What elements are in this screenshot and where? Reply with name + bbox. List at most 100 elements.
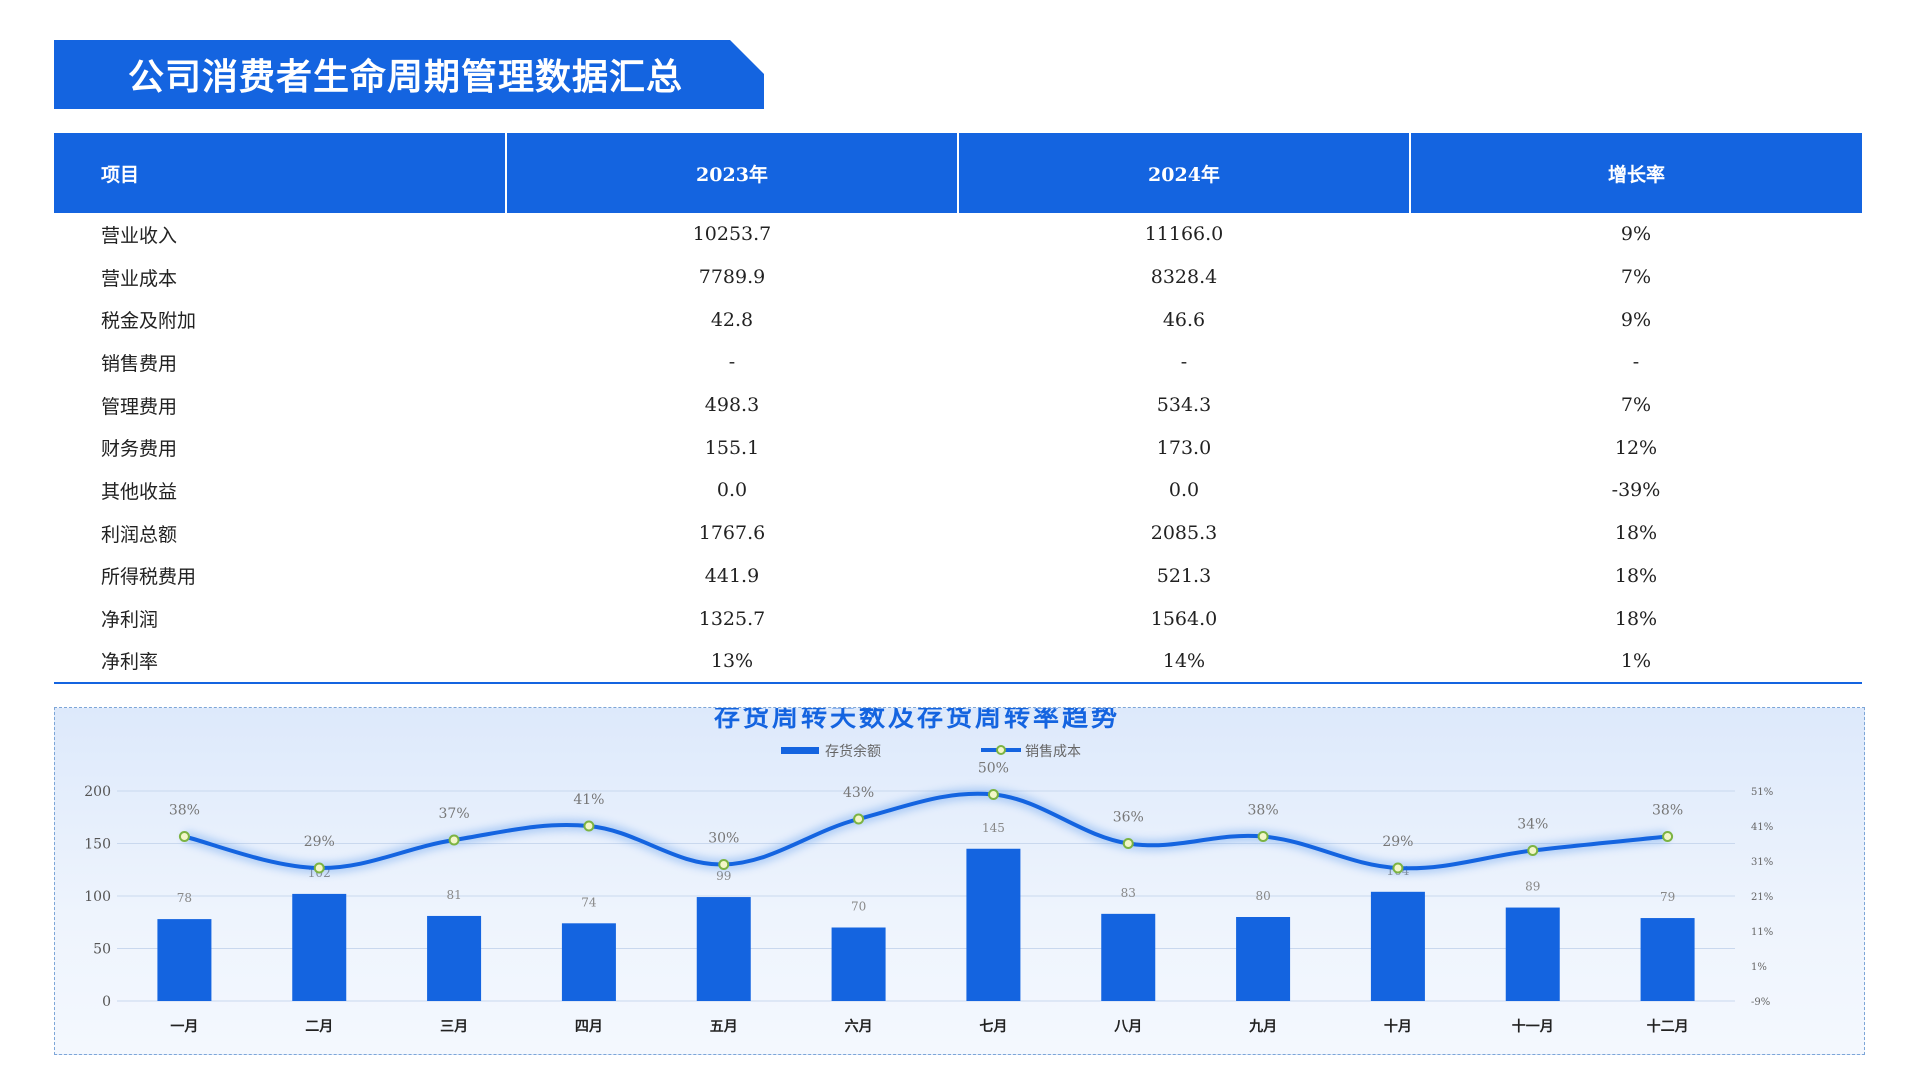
table-row: 其他收益 0.0 0.0 -39%: [54, 469, 1862, 512]
row-value: 46.6: [1162, 308, 1206, 331]
line-value-label: 37%: [439, 806, 470, 822]
bar: [966, 848, 1021, 1001]
right-tick-label: 51%: [1751, 787, 1773, 798]
legend-bar-label: 存货余额: [825, 743, 881, 760]
table-row: 财务费用 155.1 173.0 12%: [54, 426, 1862, 469]
header-2024: 2024年: [958, 133, 1411, 213]
axes: 0 50 100 150 200 -9% 1% 11% 21% 31% 41% 51%: [84, 784, 1773, 1010]
row-label: 财务费用: [101, 438, 178, 461]
category-label: 六月: [845, 1018, 873, 1035]
row-value: 9%: [1620, 223, 1652, 246]
line-value-label: 50%: [978, 761, 1009, 777]
legend-line-label: 销售成本: [1025, 744, 1081, 760]
page-title: 公司消费者生命周期管理数据汇总: [128, 56, 684, 98]
bar: [1101, 913, 1156, 1001]
row-value: 2085.3: [1150, 522, 1218, 545]
bar-series: 781028174997014583801048979: [157, 821, 1695, 1001]
line-value-label: 38%: [169, 803, 200, 819]
left-tick-label: 0: [102, 994, 111, 1010]
header-item: 项目: [54, 133, 507, 213]
row-value: 9%: [1620, 308, 1652, 331]
chart-title: 存货周转天数及存货周转率趋势: [714, 708, 1120, 733]
category-label: 十一月: [1512, 1018, 1554, 1035]
line-point: [583, 820, 595, 832]
line-point: [313, 862, 325, 874]
row-value: 173.0: [1156, 436, 1212, 459]
line-value-label: 29%: [304, 834, 335, 850]
bar-value-label: 99: [716, 869, 731, 883]
category-label: 四月: [575, 1019, 603, 1035]
category-label: 九月: [1248, 1019, 1277, 1035]
table-header-row: 项目 2023年 2024年 增长率: [54, 133, 1862, 213]
line-value-label: 38%: [1248, 803, 1279, 819]
row-label: 净利率: [101, 651, 159, 674]
bar-value-label: 78: [177, 891, 192, 905]
line-point: [1527, 845, 1539, 856]
right-tick-label: 21%: [1751, 892, 1773, 903]
line-point: [987, 789, 999, 800]
row-value: 12%: [1614, 436, 1658, 459]
row-label: 营业成本: [101, 267, 178, 290]
summary-table: 项目 2023年 2024年 增长率 营业收入 10253.7 11166.0 9% 营…: [54, 133, 1862, 684]
chart-panel: 存货周转天数及存货周转率趋势 存货余额 销售成本 0 50 100 150 200 -9% 1…: [54, 707, 1865, 1055]
line-value-label: 30%: [708, 831, 739, 847]
row-label: 利润总额: [101, 523, 178, 546]
row-value: 0.0: [716, 479, 748, 502]
row-label: 营业收入: [101, 224, 178, 247]
category-label: 一月: [170, 1019, 198, 1035]
line-value-label: 38%: [1652, 803, 1683, 819]
left-tick-label: 100: [84, 889, 111, 905]
bar: [1640, 918, 1695, 1001]
bar-value-label: 81: [446, 888, 461, 902]
bar-value-label: 70: [851, 900, 866, 914]
row-value: 155.1: [704, 436, 760, 459]
table-row: 税金及附加 42.8 46.6 9%: [54, 298, 1862, 341]
line-point: [1662, 831, 1674, 842]
line-series: 38% 29% 37% 41% 30% 43% 50% 36% 38% 29% 34% 38%: [169, 761, 1683, 875]
row-value: 534.3: [1156, 394, 1212, 417]
bar-value-label: 80: [1255, 889, 1270, 903]
line-glow: [182, 787, 1669, 875]
line-point: [1257, 831, 1269, 842]
row-value: 18%: [1614, 564, 1658, 587]
category-label: 七月: [979, 1019, 1007, 1035]
line-value-label: 41%: [573, 792, 604, 808]
bar-value-label: 79: [1660, 890, 1675, 904]
row-value: 7789.9: [698, 266, 766, 289]
row-label: 销售费用: [101, 352, 178, 375]
left-tick-label: 150: [84, 837, 111, 853]
row-value: 42.8: [710, 308, 754, 331]
line-path: [183, 791, 1668, 871]
row-value: 1325.7: [698, 607, 766, 630]
legend-line-marker: [996, 745, 1006, 755]
bar: [696, 897, 751, 1001]
row-value: 441.9: [704, 564, 760, 587]
category-label: 二月: [305, 1019, 333, 1035]
left-tick-label: 50: [93, 942, 111, 958]
line-point: [853, 813, 865, 825]
row-value: -: [1180, 351, 1188, 374]
right-tick-label: 11%: [1751, 927, 1773, 938]
row-value: 8328.4: [1150, 266, 1218, 289]
bar: [1370, 891, 1425, 1001]
right-tick-label: -9%: [1751, 997, 1770, 1008]
category-label: 五月: [710, 1019, 738, 1035]
row-value: -: [1632, 351, 1640, 374]
row-label: 净利润: [101, 609, 159, 632]
chart-legend: 存货余额 销售成本: [781, 743, 1081, 760]
category-label: 三月: [440, 1019, 468, 1035]
line-point: [178, 831, 190, 842]
row-value: -39%: [1611, 479, 1661, 502]
line-value-label: 43%: [843, 785, 874, 801]
row-value: 0.0: [1168, 479, 1200, 502]
row-value: -: [728, 351, 736, 374]
row-value: 10253.7: [692, 223, 772, 246]
bar-value-label: 145: [982, 821, 1005, 835]
row-label: 管理费用: [101, 395, 178, 418]
right-tick-label: 41%: [1751, 822, 1773, 833]
row-value: 11166.0: [1144, 223, 1224, 246]
row-value: 7%: [1620, 394, 1652, 417]
row-value: 18%: [1614, 607, 1658, 630]
category-label: 八月: [1113, 1019, 1142, 1035]
header-growth: 增长率: [1410, 133, 1862, 213]
